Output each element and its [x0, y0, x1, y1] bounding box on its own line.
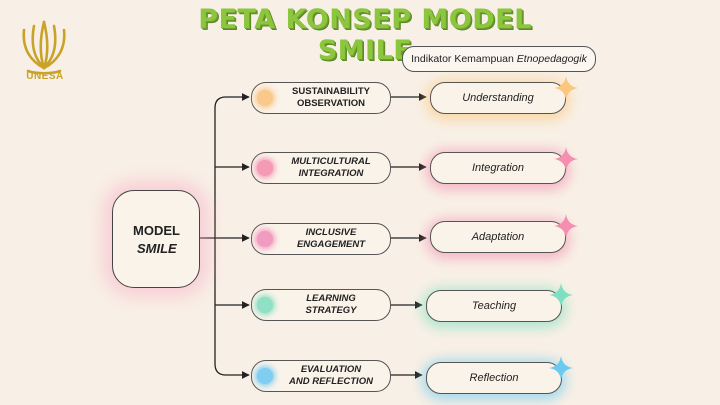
component-label: MULTICULTURAL INTEGRATION	[274, 153, 388, 183]
sparkle-icon	[554, 214, 578, 238]
accent-dot	[257, 90, 273, 106]
component-label: INCLUSIVE ENGAGEMENT	[274, 224, 388, 254]
component-node-multicultural: MULTICULTURAL INTEGRATION	[251, 152, 391, 184]
sparkle-icon	[549, 283, 573, 307]
accent-dot	[257, 368, 273, 384]
component-line1: MULTICULTURAL	[291, 156, 371, 167]
indicator-node-teaching: Teaching	[426, 290, 562, 322]
indicator-header: Indikator Kemampuan Etnopedagogik	[402, 46, 596, 72]
component-node-evaluation: EVALUATION AND REFLECTION	[251, 360, 391, 392]
indicator-node-adaptation: Adaptation	[430, 221, 566, 253]
component-node-learning: LEARNING STRATEGY	[251, 289, 391, 321]
component-line2: INTEGRATION	[298, 168, 364, 179]
indicator-header-prefix: Indikator Kemampuan	[411, 53, 517, 65]
center-node-line2: SMILE	[137, 241, 177, 256]
accent-dot	[257, 231, 273, 247]
component-label: EVALUATION AND REFLECTION	[274, 361, 388, 391]
center-node-line1: MODEL	[133, 223, 180, 238]
component-node-sustainability: SUSTAINABILITY OBSERVATION	[251, 82, 391, 114]
component-node-inclusive: INCLUSIVE ENGAGEMENT	[251, 223, 391, 255]
sparkle-icon	[554, 147, 578, 171]
component-line1: EVALUATION	[300, 364, 362, 375]
indicator-node-reflection: Reflection	[426, 362, 562, 394]
sparkle-icon	[554, 76, 578, 100]
indicator-header-emphasis: Etnopedagogik	[516, 53, 587, 65]
component-line2: AND REFLECTION	[289, 376, 373, 387]
indicator-node-understanding: Understanding	[430, 82, 566, 114]
component-label: SUSTAINABILITY OBSERVATION	[274, 83, 388, 113]
component-line1: INCLUSIVE	[305, 227, 357, 238]
indicator-node-integration: Integration	[430, 152, 566, 184]
accent-dot	[257, 297, 273, 313]
accent-dot	[257, 160, 273, 176]
spine-line	[214, 96, 227, 376]
component-line2: ENGAGEMENT	[296, 239, 366, 250]
center-node-model-smile: MODEL SMILE	[112, 190, 200, 288]
sparkle-icon	[549, 356, 573, 380]
component-line1: SUSTAINABILITY	[292, 86, 370, 97]
page-title: PETA KONSEP MODEL SMILE	[198, 4, 532, 66]
component-line2: STRATEGY	[305, 305, 357, 316]
unesa-logo	[22, 20, 66, 75]
component-label: LEARNING STRATEGY	[274, 290, 388, 320]
component-line2: OBSERVATION	[296, 98, 366, 109]
component-line1: LEARNING	[306, 293, 356, 304]
logo-text: UNESA	[26, 71, 64, 82]
